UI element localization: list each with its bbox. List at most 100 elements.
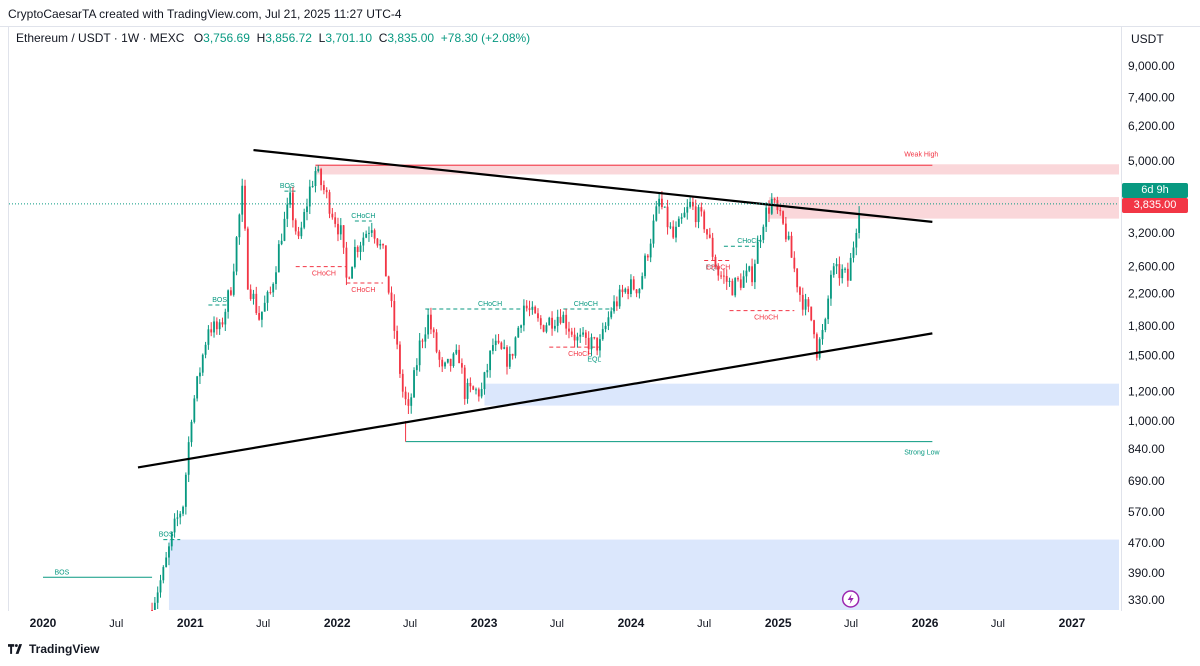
structure-label-bos-0: BOS bbox=[55, 569, 70, 576]
candle bbox=[452, 352, 455, 368]
candle bbox=[663, 206, 666, 208]
news-flash-icon[interactable] bbox=[841, 590, 860, 608]
candle bbox=[773, 197, 776, 203]
structure-label-choch-13: CHoCH bbox=[737, 238, 761, 245]
candle bbox=[649, 238, 652, 263]
y-tick-label: 690.00 bbox=[1128, 474, 1165, 488]
candle bbox=[539, 315, 542, 330]
supply-zone-upper bbox=[315, 164, 1119, 175]
candle bbox=[230, 287, 232, 297]
candle bbox=[711, 232, 714, 261]
candle bbox=[832, 263, 835, 278]
candle bbox=[565, 308, 568, 335]
candle bbox=[700, 202, 703, 217]
candle bbox=[613, 295, 615, 314]
candle bbox=[830, 270, 832, 306]
candle bbox=[692, 197, 694, 211]
high-label: H bbox=[256, 31, 266, 45]
candle bbox=[632, 276, 635, 291]
candle bbox=[337, 217, 339, 242]
candle bbox=[644, 253, 646, 279]
high-value: 3,856.72 bbox=[265, 31, 312, 45]
candle bbox=[472, 385, 475, 391]
candle bbox=[531, 301, 534, 315]
candle bbox=[255, 286, 258, 315]
candle bbox=[204, 341, 207, 359]
candle bbox=[807, 296, 810, 313]
candle bbox=[322, 180, 325, 195]
candle bbox=[351, 266, 353, 279]
x-tick-label: 2022 bbox=[324, 616, 351, 630]
ascending-trendline bbox=[137, 332, 933, 469]
candle bbox=[694, 199, 697, 228]
candle bbox=[215, 317, 218, 335]
candle bbox=[224, 308, 227, 332]
candle bbox=[680, 213, 683, 224]
candle bbox=[353, 239, 356, 269]
candle bbox=[542, 324, 545, 333]
candle bbox=[841, 264, 844, 284]
candle bbox=[418, 332, 421, 372]
currency-label[interactable]: USDT bbox=[1131, 32, 1164, 46]
candle bbox=[396, 325, 399, 350]
candle bbox=[582, 326, 584, 337]
candle bbox=[244, 179, 246, 231]
candle bbox=[424, 327, 427, 349]
candle bbox=[415, 358, 418, 376]
candle bbox=[672, 220, 675, 240]
candle bbox=[503, 339, 506, 350]
candle bbox=[753, 259, 756, 290]
candle bbox=[731, 278, 734, 296]
candle bbox=[570, 327, 573, 338]
y-tick-label: 6,200.00 bbox=[1128, 119, 1175, 133]
tradingview-logo-icon bbox=[8, 644, 23, 654]
candle bbox=[345, 241, 348, 286]
candle bbox=[269, 286, 272, 295]
y-tick-label: 7,400.00 bbox=[1128, 91, 1175, 105]
candle bbox=[342, 225, 345, 254]
candle bbox=[221, 317, 224, 328]
candle bbox=[193, 395, 196, 424]
candle bbox=[432, 327, 435, 338]
candle bbox=[587, 331, 590, 355]
candle bbox=[441, 357, 444, 373]
candle bbox=[483, 371, 486, 395]
structure-label-choch-14: CHoCH bbox=[754, 315, 778, 322]
candle bbox=[500, 341, 503, 350]
candle bbox=[818, 337, 821, 360]
structure-label-bos-1: BOS bbox=[159, 532, 174, 539]
candle bbox=[525, 300, 528, 312]
candle bbox=[742, 270, 745, 288]
candle bbox=[170, 531, 173, 551]
symbol-label[interactable]: Ethereum / USDT · 1W · MEXC bbox=[16, 31, 185, 45]
candle bbox=[675, 221, 677, 243]
candle bbox=[165, 551, 168, 568]
candle bbox=[703, 209, 706, 233]
structure-label-bos-3: BOS bbox=[280, 183, 295, 190]
candle bbox=[303, 208, 306, 230]
candle bbox=[601, 322, 604, 341]
candle bbox=[658, 192, 661, 214]
candle bbox=[584, 329, 587, 346]
candle bbox=[528, 300, 531, 317]
candle bbox=[576, 332, 579, 348]
candle bbox=[384, 245, 387, 277]
candle bbox=[311, 180, 314, 188]
candle bbox=[173, 513, 176, 538]
candle bbox=[486, 363, 489, 378]
weak-high-line-label: Weak High bbox=[904, 151, 938, 158]
candle bbox=[444, 361, 446, 369]
candle bbox=[852, 241, 855, 263]
x-tick-label: 2024 bbox=[618, 616, 645, 630]
candle bbox=[362, 232, 365, 252]
candle bbox=[241, 178, 244, 222]
candle bbox=[382, 243, 384, 249]
candle bbox=[399, 341, 401, 378]
candle bbox=[621, 284, 624, 298]
candle bbox=[182, 505, 184, 517]
candle bbox=[686, 199, 689, 220]
candle bbox=[249, 284, 252, 301]
candle bbox=[489, 350, 492, 378]
candle bbox=[458, 344, 461, 364]
